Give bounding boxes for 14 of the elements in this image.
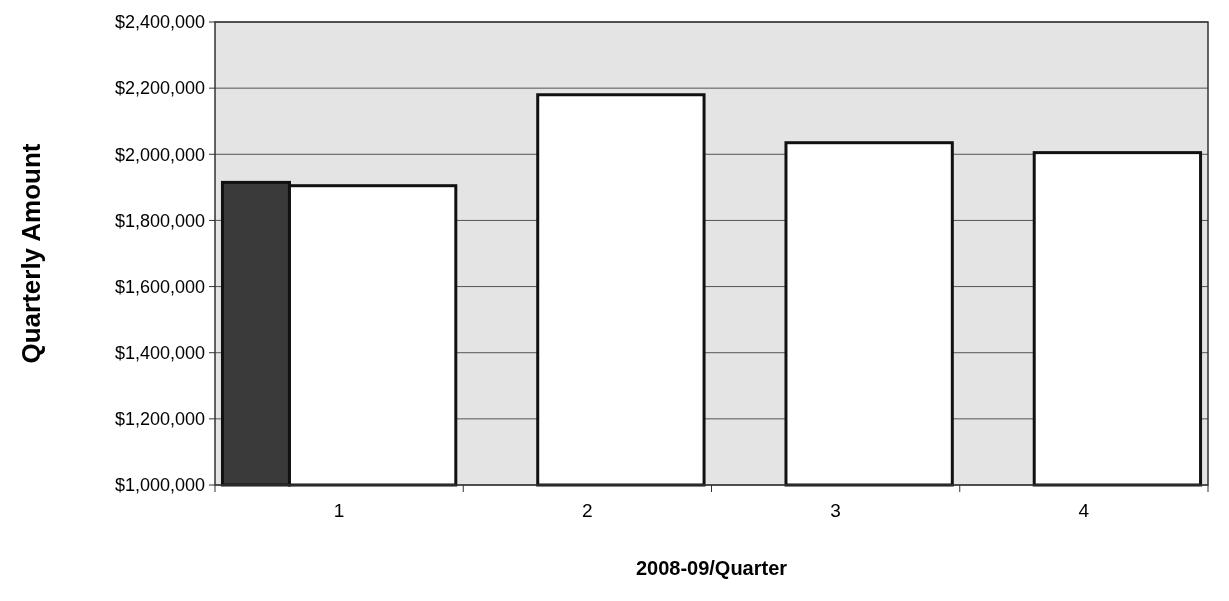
x-axis-title: 2008-09/Quarter: [635, 557, 788, 579]
y-tick-label: $2,200,000: [114, 78, 205, 99]
y-axis-title: Quarterly Amount: [16, 143, 46, 364]
y-tick-label: $2,400,000: [114, 12, 205, 33]
x-tick-label: 2: [582, 500, 593, 521]
y-tick-label: $2,000,000: [114, 144, 205, 165]
x-tick-label: 4: [1078, 500, 1090, 521]
y-tick-label: $1,400,000: [114, 343, 205, 364]
y-tick-label: $1,200,000: [114, 409, 205, 430]
y-tick-label: $1,000,000: [114, 475, 205, 496]
y-tick-label: $1,800,000: [114, 210, 205, 231]
x-tick-label: 1: [333, 500, 345, 521]
y-tick-label: $1,600,000: [114, 276, 205, 297]
x-tick-label: 3: [830, 500, 841, 521]
